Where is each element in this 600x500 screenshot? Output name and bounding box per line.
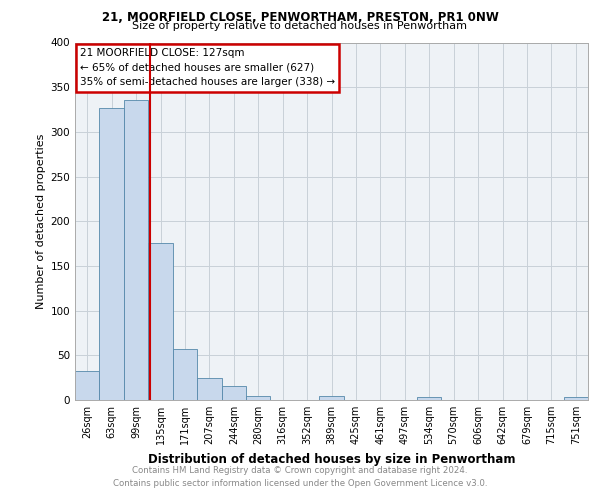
Bar <box>75 370 100 400</box>
Y-axis label: Number of detached properties: Number of detached properties <box>36 134 46 309</box>
Bar <box>148 242 173 400</box>
Bar <box>100 108 124 400</box>
Bar <box>197 378 221 400</box>
X-axis label: Distribution of detached houses by size in Penwortham: Distribution of detached houses by size … <box>148 452 515 466</box>
Bar <box>417 398 442 400</box>
Text: 21, MOORFIELD CLOSE, PENWORTHAM, PRESTON, PR1 0NW: 21, MOORFIELD CLOSE, PENWORTHAM, PRESTON… <box>101 11 499 24</box>
Text: 21 MOORFIELD CLOSE: 127sqm
← 65% of detached houses are smaller (627)
35% of sem: 21 MOORFIELD CLOSE: 127sqm ← 65% of deta… <box>80 48 335 88</box>
Bar <box>173 349 197 400</box>
Bar <box>221 386 246 400</box>
Bar <box>246 396 271 400</box>
Bar <box>563 398 588 400</box>
Bar <box>319 396 344 400</box>
Text: Contains HM Land Registry data © Crown copyright and database right 2024.
Contai: Contains HM Land Registry data © Crown c… <box>113 466 487 487</box>
Bar <box>124 100 148 400</box>
Text: Size of property relative to detached houses in Penwortham: Size of property relative to detached ho… <box>133 21 467 31</box>
